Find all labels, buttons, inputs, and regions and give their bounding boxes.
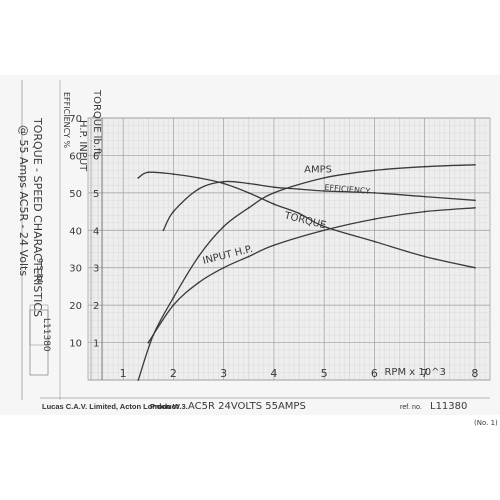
x-axis-title: RPM x 10^3 bbox=[384, 367, 445, 378]
point-amps bbox=[423, 165, 426, 168]
top-scribble: EFFICIENCY % bbox=[62, 92, 71, 148]
point-efficiency bbox=[197, 188, 200, 191]
point-torque bbox=[323, 225, 326, 228]
point-torque bbox=[298, 212, 300, 215]
footer-product-label: Product bbox=[150, 402, 179, 411]
point-amps bbox=[137, 379, 140, 381]
y-tick-label: 70 bbox=[69, 114, 82, 125]
point-input-h-p bbox=[197, 281, 200, 284]
y2-tick-label: 2 bbox=[93, 301, 99, 312]
y-tick-label: 30 bbox=[69, 264, 82, 275]
point-input-h-p bbox=[147, 341, 150, 344]
point-amps bbox=[273, 191, 275, 194]
y2-tick-label: 5 bbox=[93, 189, 99, 200]
footer-product: AC5R 24VOLTS 55AMPS bbox=[188, 401, 306, 412]
point-efficiency bbox=[247, 182, 250, 185]
point-torque bbox=[474, 266, 476, 269]
point-input-h-p bbox=[474, 206, 476, 209]
series-layer bbox=[137, 163, 476, 381]
point-amps bbox=[247, 206, 250, 209]
point-efficiency bbox=[162, 229, 165, 232]
corner-note: (No. 1) bbox=[474, 419, 498, 427]
side-subtitle: @ 55 Amps AC5R - 24 Volts bbox=[17, 125, 30, 276]
point-input-h-p bbox=[172, 304, 175, 307]
y-tick-label: 20 bbox=[69, 301, 82, 312]
y2-axis-title: TORQUE lb.ft bbox=[91, 89, 102, 155]
drawn-box bbox=[29, 304, 49, 346]
point-efficiency bbox=[273, 186, 275, 189]
x-tick-label: 7 bbox=[421, 367, 428, 380]
curve-label-amps: AMPS bbox=[304, 164, 332, 175]
point-input-h-p bbox=[423, 210, 426, 213]
point-torque bbox=[137, 176, 140, 179]
y-axis-title: H.P. INPUT bbox=[77, 120, 88, 172]
series-line-torque bbox=[137, 171, 476, 269]
point-torque bbox=[273, 203, 275, 205]
point-amps bbox=[222, 225, 225, 228]
point-amps bbox=[197, 255, 200, 258]
y2-tick-label: 1 bbox=[93, 339, 99, 350]
footer-ref-label: ref. no. bbox=[400, 404, 422, 411]
point-input-h-p bbox=[273, 244, 275, 247]
footer-company: Lucas C.A.V. Limited, Acton London W.3. bbox=[42, 402, 188, 411]
side-title: TORQUE - SPEED CHARACTERISTICS bbox=[31, 117, 44, 317]
x-tick-label: 8 bbox=[471, 367, 478, 380]
point-input-h-p bbox=[222, 266, 225, 269]
drawing-number: L11380 bbox=[41, 318, 51, 352]
x-tick-label: 6 bbox=[371, 367, 378, 380]
footer-ref: L11380 bbox=[430, 401, 467, 412]
plot-area: 1 2 3 4 5 6 7 8 10 20 30 40 50 60 70 1 2 3 4 5 6 H.P. INPUT TO… bbox=[69, 89, 491, 381]
point-torque bbox=[373, 240, 376, 243]
x-tick-label: 5 bbox=[321, 367, 328, 380]
point-efficiency bbox=[474, 199, 476, 202]
point-efficiency bbox=[298, 188, 300, 191]
y-tick-label: 10 bbox=[69, 339, 82, 350]
point-efficiency bbox=[423, 195, 426, 198]
y2-tick-label: 3 bbox=[93, 264, 99, 275]
point-amps bbox=[474, 163, 476, 166]
y-tick-label: 60 bbox=[69, 151, 82, 162]
point-efficiency bbox=[172, 210, 175, 213]
point-torque bbox=[423, 255, 426, 258]
y2-tick-label: 4 bbox=[93, 226, 99, 237]
point-torque bbox=[247, 191, 250, 194]
grid bbox=[87, 117, 491, 381]
axes: 1 2 3 4 5 6 7 8 10 20 30 40 50 60 70 1 2 3 4 5 6 H.P. INPUT TO… bbox=[69, 89, 478, 380]
x-tick-label: 1 bbox=[120, 367, 127, 380]
y2-tick-label: 6 bbox=[93, 151, 99, 162]
point-efficiency bbox=[323, 190, 326, 192]
point-torque bbox=[147, 171, 150, 174]
point-torque bbox=[222, 182, 225, 185]
point-input-h-p bbox=[247, 255, 250, 258]
point-input-h-p bbox=[373, 218, 376, 220]
x-tick-label: 4 bbox=[270, 367, 277, 380]
point-amps bbox=[323, 176, 326, 179]
curve-label-efficiency: EFFICIENCY bbox=[324, 183, 371, 196]
drawn-by: 9.5.84 bbox=[35, 258, 44, 283]
point-efficiency bbox=[222, 180, 225, 183]
x-tick-label: 3 bbox=[220, 367, 227, 380]
point-efficiency bbox=[373, 191, 376, 194]
point-torque bbox=[197, 176, 200, 179]
x-tick-label: 2 bbox=[170, 367, 177, 380]
point-input-h-p bbox=[323, 229, 326, 232]
y-tick-label: 50 bbox=[69, 189, 82, 200]
point-torque bbox=[172, 173, 175, 176]
series-line-input-h-p bbox=[147, 207, 475, 343]
point-amps bbox=[373, 169, 376, 172]
point-amps bbox=[172, 296, 175, 299]
y-tick-label: 40 bbox=[69, 226, 82, 237]
